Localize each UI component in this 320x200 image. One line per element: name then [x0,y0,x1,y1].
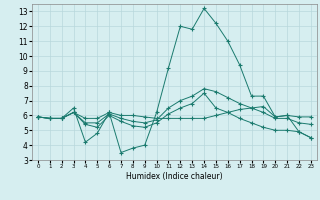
X-axis label: Humidex (Indice chaleur): Humidex (Indice chaleur) [126,172,223,181]
